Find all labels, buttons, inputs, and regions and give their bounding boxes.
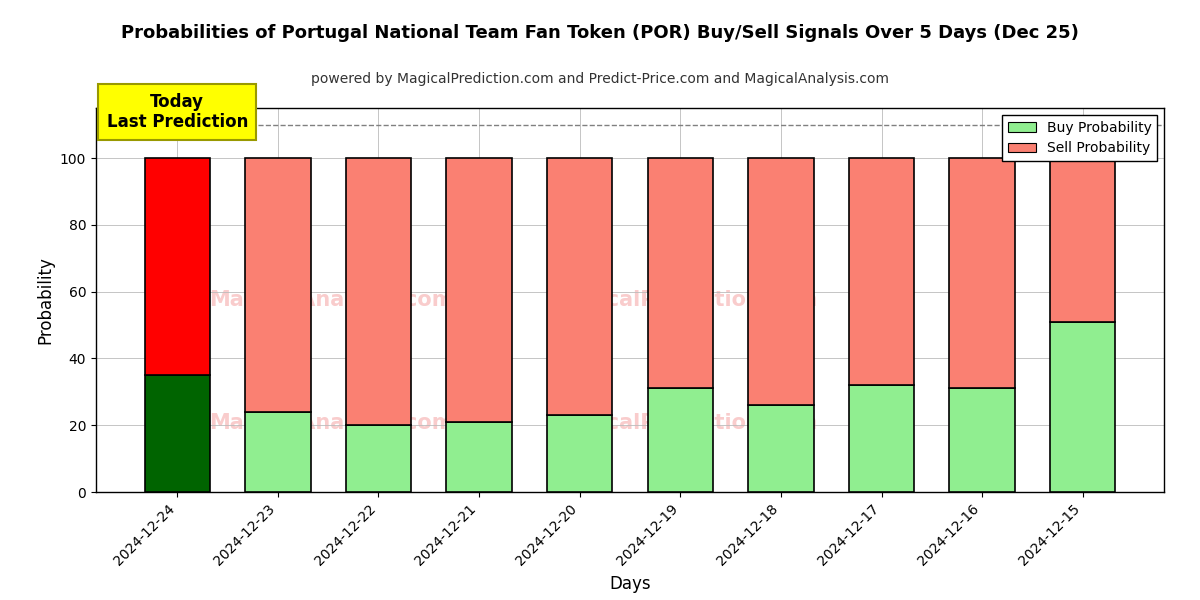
Legend: Buy Probability, Sell Probability: Buy Probability, Sell Probability <box>1002 115 1157 161</box>
Bar <box>446 158 511 422</box>
Bar <box>749 158 814 405</box>
Bar <box>346 425 412 492</box>
Bar <box>446 422 511 492</box>
Text: Probabilities of Portugal National Team Fan Token (POR) Buy/Sell Signals Over 5 : Probabilities of Portugal National Team … <box>121 24 1079 42</box>
Bar <box>1050 322 1116 492</box>
Bar <box>346 158 412 425</box>
Bar <box>749 405 814 492</box>
Bar <box>547 415 612 492</box>
Y-axis label: Probability: Probability <box>36 256 54 344</box>
Bar <box>245 412 311 492</box>
Text: MagicalPrediction.com: MagicalPrediction.com <box>550 413 817 433</box>
Bar <box>949 388 1015 492</box>
Text: MagicalPrediction.com: MagicalPrediction.com <box>550 290 817 310</box>
Bar <box>1050 158 1116 322</box>
Bar <box>648 388 713 492</box>
Bar <box>144 375 210 492</box>
Text: MagicalAnalysis.com: MagicalAnalysis.com <box>209 290 454 310</box>
Text: powered by MagicalPrediction.com and Predict-Price.com and MagicalAnalysis.com: powered by MagicalPrediction.com and Pre… <box>311 72 889 86</box>
Bar <box>848 158 914 385</box>
Text: Today
Last Prediction: Today Last Prediction <box>107 92 248 131</box>
Bar <box>648 158 713 388</box>
Text: MagicalAnalysis.com: MagicalAnalysis.com <box>209 413 454 433</box>
Bar <box>547 158 612 415</box>
Bar <box>245 158 311 412</box>
Bar <box>848 385 914 492</box>
X-axis label: Days: Days <box>610 575 650 593</box>
Bar <box>144 158 210 375</box>
Bar <box>949 158 1015 388</box>
